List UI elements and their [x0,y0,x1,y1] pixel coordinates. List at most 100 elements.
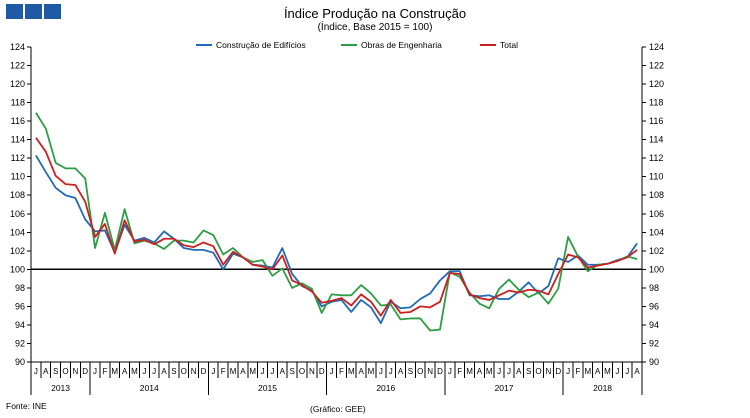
series-line-3 [35,137,638,317]
month-label: D [201,367,207,376]
month-label: F [221,367,226,376]
month-label: M [486,367,493,376]
y-tick-label-left: 108 [10,190,25,200]
month-label: J [379,367,383,376]
month-label: A [595,367,601,376]
y-tick-label-left: 98 [15,283,25,293]
y-tick-label-left: 92 [15,338,25,348]
y-tick-label-right: 94 [649,320,659,330]
month-label: O [181,367,187,376]
month-label: A [477,367,483,376]
chart-legend: Construção de Edifícios Obras de Engenhar… [196,40,518,50]
month-label: D [437,367,443,376]
y-tick-label-left: 104 [10,227,25,237]
y-tick-label-left: 110 [11,172,25,182]
month-label: O [417,367,423,376]
month-label: D [319,367,325,376]
year-label: 2017 [495,383,514,393]
y-tick-label-right: 96 [649,301,659,311]
y-tick-label-right: 98 [649,283,659,293]
month-label: J [142,367,146,376]
y-tick-label-left: 106 [10,209,25,219]
month-label: N [72,367,78,376]
month-label: M [368,367,375,376]
month-label: A [516,367,522,376]
year-label: 2015 [258,383,277,393]
logo-square-3 [44,4,61,19]
year-label: 2013 [51,383,70,393]
y-tick-label-right: 118 [649,98,663,108]
y-tick-label-right: 106 [649,209,664,219]
month-label: J [261,367,265,376]
source-note: Fonte: INE [6,401,47,411]
y-tick-label-right: 112 [649,153,663,163]
month-label: A [398,367,404,376]
month-label: A [280,367,286,376]
month-label: O [299,367,305,376]
month-label: M [584,367,591,376]
month-label: M [111,367,118,376]
month-label: F [457,367,462,376]
y-tick-label-left: 94 [15,320,25,330]
month-label: J [34,367,38,376]
y-tick-label-right: 104 [649,227,664,237]
month-label: A [43,367,49,376]
month-label: J [507,367,511,376]
month-label: O [62,367,68,376]
y-tick-label-left: 102 [10,246,25,256]
y-tick-label-right: 102 [649,246,664,256]
month-label: J [211,367,215,376]
month-label: J [497,367,501,376]
y-tick-label-left: 124 [10,42,25,52]
y-tick-label-left: 90 [15,357,25,367]
legend-label-3: Total [500,40,518,50]
month-label: N [545,367,551,376]
month-label: O [535,367,541,376]
y-tick-label-right: 122 [649,61,664,71]
month-label: N [191,367,197,376]
y-tick-label-right: 92 [649,338,659,348]
y-tick-label-right: 108 [649,190,664,200]
y-tick-label-left: 112 [11,153,25,163]
y-tick-label-right: 100 [649,264,664,274]
y-tick-label-right: 116 [649,116,663,126]
y-tick-label-left: 100 [10,264,25,274]
month-label: M [131,367,138,376]
month-label: M [466,367,473,376]
month-label: N [427,367,433,376]
month-label: A [122,367,128,376]
chart-series [35,112,638,332]
month-label: J [152,367,156,376]
year-label: 2018 [593,383,612,393]
month-label: S [53,367,58,376]
month-label: J [625,367,629,376]
y-tick-label-right: 120 [649,79,664,89]
y-tick-label-right: 90 [649,357,659,367]
chart-title: Índice Produção na Construção [283,6,467,21]
month-label: S [289,367,294,376]
month-label: J [270,367,274,376]
y-tick-label-left: 118 [11,98,25,108]
month-label: F [575,367,580,376]
month-label: D [555,367,561,376]
month-label: A [161,367,167,376]
year-label: 2014 [140,383,159,393]
y-tick-label-left: 116 [11,116,25,126]
chart-subtitle: (Índice, Base 2015 = 100) [317,22,433,33]
legend-label-2: Obras de Engenharia [361,40,442,50]
month-label: J [330,367,334,376]
month-label: D [82,367,88,376]
year-label: 2016 [376,383,395,393]
month-label: J [448,367,452,376]
month-label: J [389,367,393,376]
y-tick-label-left: 120 [10,79,25,89]
legend-label-1: Construção de Edifícios [216,40,306,50]
y-tick-label-left: 122 [10,61,25,71]
month-label: F [339,367,344,376]
month-label: M [348,367,355,376]
month-label: A [240,367,246,376]
y-tick-label-right: 110 [649,172,663,182]
logo-square-1 [6,4,23,19]
